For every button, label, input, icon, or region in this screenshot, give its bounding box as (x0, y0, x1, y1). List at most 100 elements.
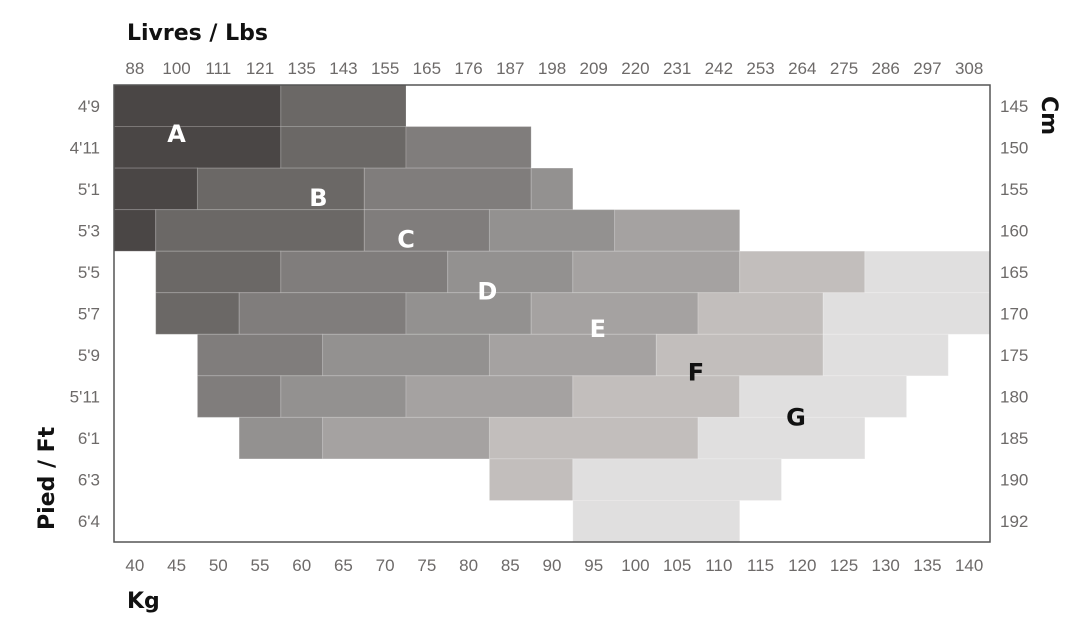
lbs-tick: 242 (705, 59, 733, 78)
lbs-tick: 308 (955, 59, 983, 78)
lbs-tick: 220 (621, 59, 649, 78)
cell-size-A (113, 126, 282, 169)
kg-tick: 100 (621, 556, 649, 575)
cell-size-C (405, 126, 532, 169)
ft-tick: 5'9 (78, 346, 100, 365)
cm-tick: 145 (1000, 97, 1028, 116)
cell-size-F (739, 250, 866, 294)
cell-size-C (363, 209, 490, 252)
ft-tick: 5'7 (78, 305, 100, 324)
ft-tick: 4'9 (78, 97, 100, 116)
cell-size-C (238, 292, 407, 335)
cell-size-G (822, 292, 991, 335)
tick-labels: 88 100 111 121 135 143 155 165 176 187 198 209 220 23… (70, 59, 1029, 575)
kg-tick: 70 (376, 556, 395, 575)
cell-size-C (363, 167, 532, 211)
cell-size-E (322, 416, 490, 460)
size-label-E: E (590, 315, 606, 343)
ft-tick: 5'3 (78, 221, 100, 240)
cell-size-D (447, 250, 574, 294)
right-axis-title: Cm (1036, 96, 1061, 135)
ft-tick: 4'11 (70, 138, 100, 157)
cell-size-A (113, 209, 157, 252)
cell-size-E (405, 375, 574, 418)
cell-size-D (322, 333, 490, 377)
cell-size-B (155, 209, 365, 252)
ft-tick: 6'3 (78, 471, 100, 490)
kg-tick: 85 (501, 556, 520, 575)
cell-size-G (572, 499, 741, 543)
cell-size-A (113, 167, 198, 211)
lbs-tick: 121 (246, 59, 274, 78)
cells-layer (113, 84, 991, 543)
cell-size-G (739, 375, 908, 418)
plot-frame (113, 84, 991, 543)
cell-size-G (572, 458, 782, 501)
left-axis-title: Pied / Ft (35, 426, 60, 530)
cm-tick: 155 (1000, 180, 1028, 199)
cell-size-F (697, 292, 824, 335)
kg-tick: 110 (705, 556, 732, 575)
kg-tick: 115 (747, 556, 774, 575)
size-label-G: G (786, 404, 806, 432)
ft-tick: 5'5 (78, 263, 100, 282)
cell-size-B (280, 126, 407, 169)
lbs-tick: 100 (162, 59, 190, 78)
kg-tick: 105 (663, 556, 691, 575)
cm-tick: 170 (1000, 305, 1028, 324)
cell-size-G (822, 333, 949, 377)
lbs-tick: 165 (413, 59, 441, 78)
kg-tick: 45 (167, 556, 186, 575)
kg-tick: 140 (955, 556, 983, 575)
cell-size-C (196, 375, 282, 418)
kg-tick: 125 (830, 556, 858, 575)
ft-tick: 6'1 (78, 429, 100, 448)
cell-size-D (280, 375, 407, 418)
cell-size-A (113, 84, 282, 128)
ft-tick: 6'4 (78, 512, 100, 531)
kg-tick: 50 (209, 556, 228, 575)
size-label-F: F (688, 359, 704, 387)
cell-size-D (530, 167, 574, 211)
cm-tick: 160 (1000, 221, 1028, 240)
size-label-A: A (167, 120, 186, 148)
lbs-tick: 264 (788, 59, 816, 78)
cell-size-B (155, 250, 282, 294)
lbs-tick: 187 (496, 59, 524, 78)
cell-size-E (530, 292, 699, 335)
cm-tick: 175 (1000, 346, 1028, 365)
lbs-tick: 231 (663, 59, 691, 78)
kg-tick: 135 (913, 556, 941, 575)
lbs-tick: 111 (205, 59, 231, 78)
lbs-tick: 143 (329, 59, 357, 78)
kg-tick: 90 (543, 556, 562, 575)
lbs-tick: 155 (371, 59, 399, 78)
size-label-B: B (309, 184, 327, 212)
lbs-tick: 275 (830, 59, 858, 78)
cm-tick: 192 (1000, 512, 1028, 531)
cm-tick: 190 (1000, 471, 1028, 490)
bottom-axis-title: Kg (127, 589, 160, 614)
size-label-D: D (477, 278, 497, 306)
cell-size-D (488, 209, 616, 252)
cell-size-G (697, 416, 866, 460)
kg-tick: 80 (459, 556, 478, 575)
kg-tick: 60 (292, 556, 311, 575)
cell-size-B (155, 292, 240, 335)
lbs-tick: 297 (913, 59, 941, 78)
lbs-tick: 253 (746, 59, 774, 78)
top-axis-title: Livres / Lbs (127, 21, 268, 46)
kg-tick: 40 (125, 556, 144, 575)
lbs-tick: 286 (872, 59, 900, 78)
kg-tick: 65 (334, 556, 353, 575)
cell-size-D (405, 292, 532, 335)
kg-tick: 55 (251, 556, 270, 575)
kg-tick: 120 (788, 556, 816, 575)
cell-size-G (864, 250, 991, 294)
cell-size-B (196, 167, 365, 211)
lbs-tick: 209 (580, 59, 608, 78)
cell-size-E (572, 250, 741, 294)
cell-size-F (488, 416, 699, 460)
lbs-tick: 135 (288, 59, 316, 78)
